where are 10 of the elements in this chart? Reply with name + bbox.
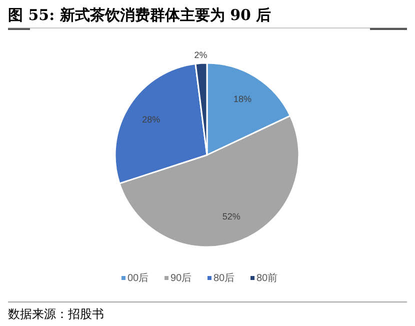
legend-label: 80前	[256, 272, 278, 284]
data-label: 28%	[142, 114, 160, 125]
legend-label: 90后	[170, 272, 192, 284]
legend-label: 00后	[128, 272, 149, 284]
legend-label: 80后	[214, 272, 235, 284]
data-label: 2%	[194, 50, 208, 60]
data-label: 18%	[233, 94, 252, 104]
chart-title: 图 55: 新式茶饮消费群体主要为 90 后	[8, 6, 272, 24]
source-note: 数据来源：招股书	[8, 307, 104, 321]
data-label: 52%	[222, 212, 240, 222]
